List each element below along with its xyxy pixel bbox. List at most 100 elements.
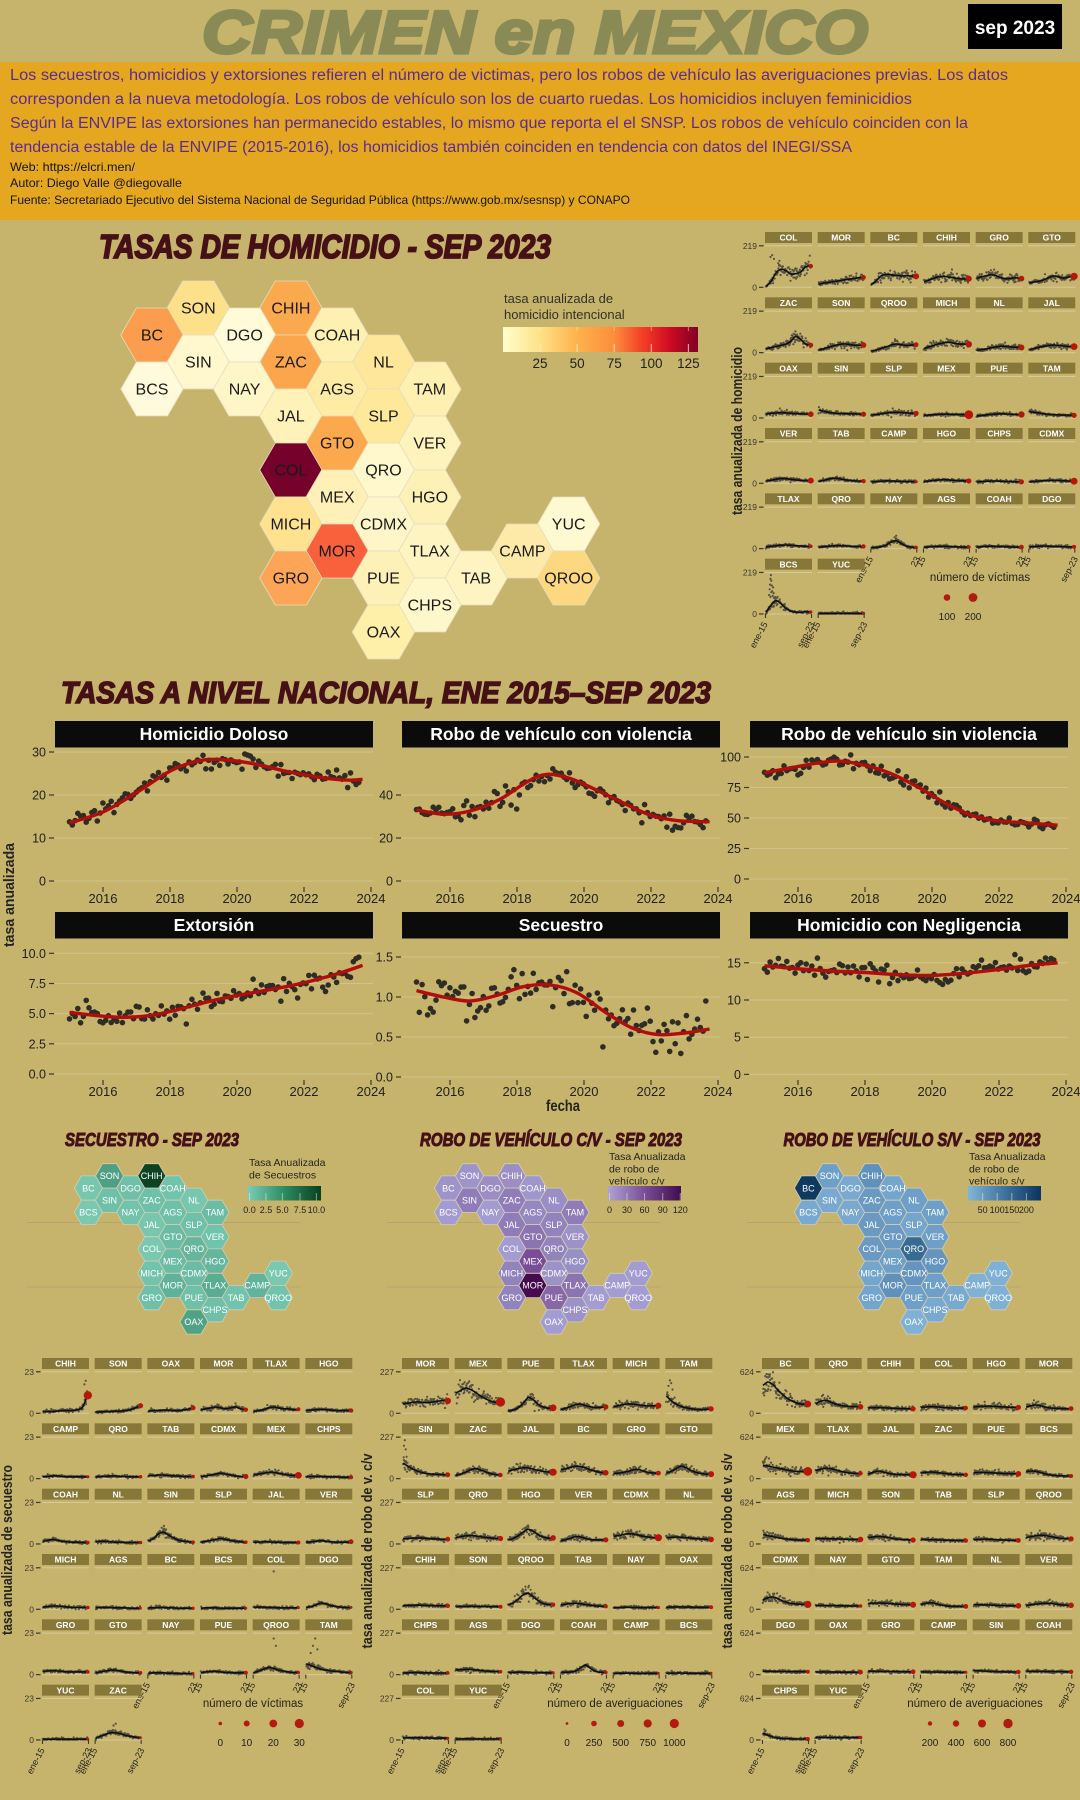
svg-text:125: 125 [677, 356, 700, 371]
svg-text:de Secuestros: de Secuestros [249, 1169, 316, 1181]
svg-text:Los secuestros, homicidios y e: Los secuestros, homicidios y extorsiones… [10, 67, 1008, 84]
svg-text:AGS: AGS [163, 1208, 182, 1218]
svg-text:219: 219 [743, 437, 757, 447]
svg-text:MICH: MICH [500, 1268, 523, 1278]
svg-text:20: 20 [379, 832, 393, 846]
svg-text:0: 0 [386, 875, 393, 889]
svg-text:219: 219 [743, 371, 757, 381]
svg-text:TAM: TAM [680, 1359, 698, 1369]
svg-text:BCS: BCS [1040, 1424, 1058, 1434]
svg-text:Robo de vehículo con violencia: Robo de vehículo con violencia [430, 724, 692, 744]
svg-text:0: 0 [734, 873, 741, 887]
svg-text:0.0: 0.0 [243, 1205, 256, 1215]
svg-text:SIN: SIN [834, 363, 848, 373]
svg-text:CAMP: CAMP [624, 1620, 649, 1630]
svg-text:0: 0 [607, 1205, 612, 1215]
svg-text:50: 50 [727, 812, 741, 826]
svg-text:GRO: GRO [881, 1620, 901, 1630]
svg-text:624: 624 [740, 1628, 754, 1638]
svg-text:2024: 2024 [357, 1084, 386, 1099]
svg-text:TAM: TAM [414, 382, 447, 399]
svg-text:VER: VER [780, 429, 797, 439]
svg-text:OAX: OAX [904, 1317, 923, 1327]
svg-text:PUE: PUE [185, 1293, 204, 1303]
svg-text:SIN: SIN [462, 1195, 477, 1205]
svg-text:NAY: NAY [842, 1208, 860, 1218]
svg-text:TAM: TAM [206, 1208, 224, 1218]
svg-text:15: 15 [1020, 555, 1034, 569]
svg-text:CAMP: CAMP [964, 1281, 990, 1291]
svg-text:VER: VER [206, 1232, 225, 1242]
svg-text:219: 219 [743, 306, 757, 316]
svg-text:Secuestro: Secuestro [519, 915, 604, 935]
svg-text:COL: COL [417, 1685, 435, 1695]
svg-text:7.5: 7.5 [294, 1205, 307, 1215]
svg-text:CDMX: CDMX [360, 517, 407, 534]
svg-text:30: 30 [32, 746, 46, 760]
svg-text:YUC: YUC [989, 1268, 1009, 1278]
svg-text:tasa anualizada de: tasa anualizada de [504, 291, 613, 306]
svg-text:2020: 2020 [223, 1084, 252, 1099]
svg-text:TLAX: TLAX [410, 544, 450, 561]
svg-text:ROBO DE VEHÍCULO S/V - SEP 202: ROBO DE VEHÍCULO S/V - SEP 2023 [784, 1129, 1042, 1150]
svg-text:2018: 2018 [156, 1084, 185, 1099]
svg-text:SIN: SIN [185, 355, 212, 372]
svg-text:YUC: YUC [629, 1268, 649, 1278]
svg-text:VER: VER [1040, 1555, 1057, 1565]
svg-text:CHPS: CHPS [202, 1305, 227, 1315]
svg-text:2020: 2020 [918, 891, 947, 906]
svg-text:Robo de vehículo sin violencia: Robo de vehículo sin violencia [781, 724, 1037, 744]
svg-text:Fuente: Secretariado Ejecutivo: Fuente: Secretariado Ejecutivo del Siste… [10, 193, 630, 207]
svg-text:0: 0 [29, 1539, 34, 1549]
svg-text:SIN: SIN [418, 1424, 432, 1434]
svg-text:ROBO DE VEHÍCULO C/V - SEP 202: ROBO DE VEHÍCULO C/V - SEP 2023 [420, 1129, 683, 1150]
svg-text:MEX: MEX [883, 1256, 903, 1266]
svg-text:BC: BC [802, 1183, 815, 1193]
svg-text:MICH: MICH [936, 298, 958, 308]
svg-text:BC: BC [779, 1359, 791, 1369]
svg-text:NAY: NAY [162, 1620, 179, 1630]
svg-text:23: 23 [1014, 555, 1028, 569]
svg-text:624: 624 [740, 1432, 754, 1442]
svg-text:90: 90 [658, 1205, 668, 1215]
svg-text:23: 23 [961, 555, 975, 569]
svg-text:2022: 2022 [985, 891, 1014, 906]
svg-text:DGO: DGO [840, 1183, 861, 1193]
svg-text:MOR: MOR [416, 1359, 436, 1369]
svg-text:23: 23 [25, 1563, 35, 1573]
svg-text:PUE: PUE [990, 363, 1008, 373]
svg-text:DGO: DGO [1042, 494, 1062, 504]
svg-text:0: 0 [752, 544, 757, 554]
svg-text:tasa anualizada: tasa anualizada [2, 842, 18, 947]
svg-text:CHPS: CHPS [317, 1424, 341, 1434]
svg-text:COL: COL [502, 1244, 521, 1254]
svg-text:HGO: HGO [521, 1489, 541, 1499]
svg-text:2022: 2022 [290, 891, 319, 906]
svg-text:200: 200 [965, 612, 982, 623]
svg-text:CHIH: CHIH [415, 1555, 436, 1565]
svg-text:QRO: QRO [365, 463, 401, 480]
svg-text:SIN: SIN [164, 1489, 178, 1499]
svg-text:QROO: QROO [544, 571, 593, 588]
svg-text:CAMP: CAMP [244, 1281, 270, 1291]
svg-text:CDMX: CDMX [624, 1489, 649, 1499]
svg-text:CHIH: CHIH [141, 1171, 163, 1181]
svg-text:COL: COL [862, 1244, 881, 1254]
svg-text:20: 20 [32, 789, 46, 803]
svg-text:25: 25 [533, 356, 548, 371]
svg-text:MEX: MEX [776, 1424, 795, 1434]
svg-text:23: 23 [598, 1681, 612, 1695]
svg-text:HGO: HGO [986, 1359, 1006, 1369]
svg-text:MEX: MEX [937, 363, 956, 373]
svg-text:JAL: JAL [144, 1220, 160, 1230]
svg-text:YUC: YUC [552, 517, 586, 534]
svg-text:NL: NL [683, 1489, 694, 1499]
svg-text:0: 0 [29, 1670, 34, 1680]
svg-text:0: 0 [389, 1539, 394, 1549]
svg-text:2024: 2024 [1052, 891, 1080, 906]
svg-text:GTO: GTO [320, 436, 354, 453]
svg-text:VER: VER [566, 1232, 585, 1242]
svg-text:JAL: JAL [1044, 298, 1060, 308]
svg-text:QRO: QRO [831, 494, 851, 504]
svg-text:TAB: TAB [461, 571, 491, 588]
